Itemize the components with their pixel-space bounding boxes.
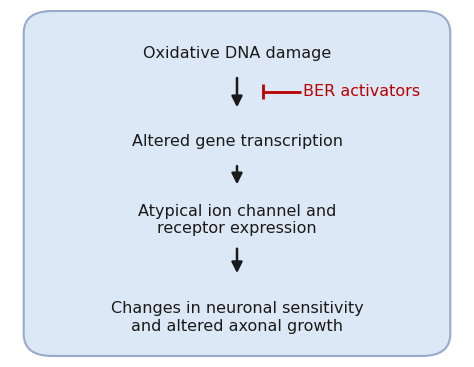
Text: BER activators: BER activators	[303, 84, 420, 99]
Text: Changes in neuronal sensitivity
and altered axonal growth: Changes in neuronal sensitivity and alte…	[110, 301, 364, 334]
FancyBboxPatch shape	[24, 11, 450, 356]
Text: Atypical ion channel and
receptor expression: Atypical ion channel and receptor expres…	[138, 204, 336, 236]
Text: Oxidative DNA damage: Oxidative DNA damage	[143, 46, 331, 61]
Text: Altered gene transcription: Altered gene transcription	[131, 134, 343, 149]
